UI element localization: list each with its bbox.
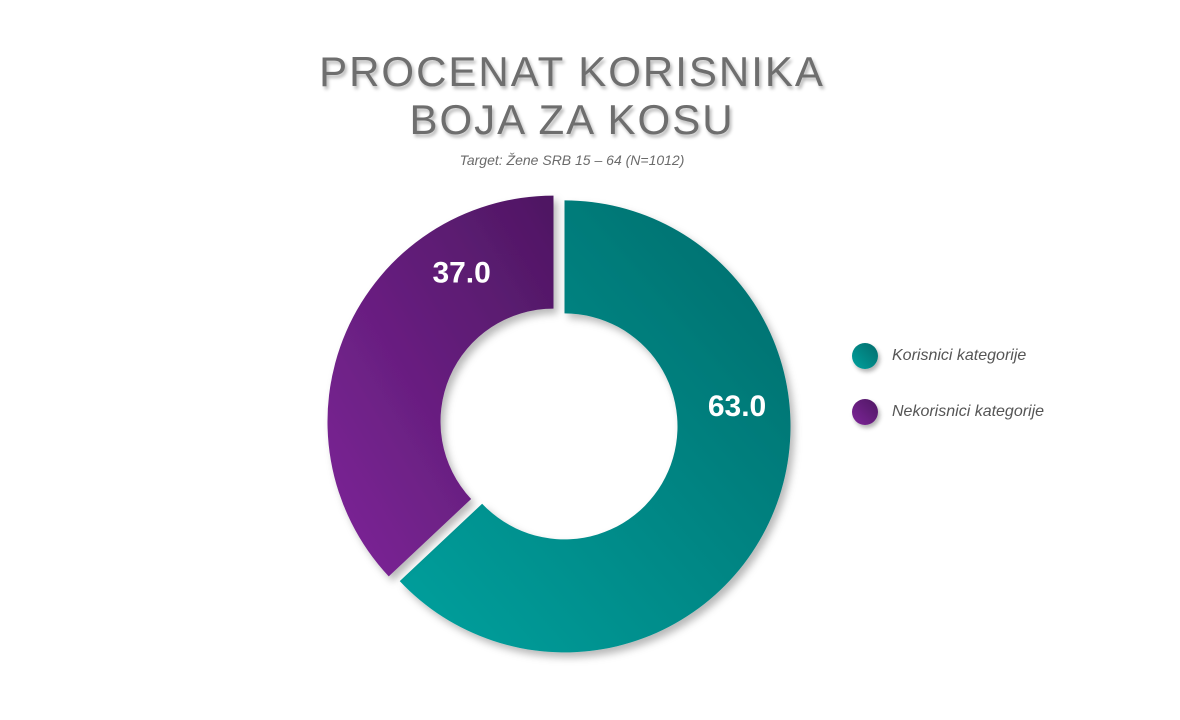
legend-label-nekorisnici: Nekorisnici kategorije bbox=[892, 403, 1045, 420]
legend-swatch-nekorisnici bbox=[852, 399, 878, 425]
donut-slice-nekorisnici bbox=[327, 195, 554, 577]
legend-swatch-korisnici bbox=[852, 343, 878, 369]
legend-item-korisnici: Korisnici kategorije bbox=[852, 340, 1044, 372]
chart-legend: Korisnici kategorije Nekorisnici kategor… bbox=[852, 340, 1044, 452]
legend-label-korisnici: Korisnici kategorije bbox=[892, 347, 1027, 364]
slice-value-label-nekorisnici: 37.0 bbox=[432, 256, 490, 289]
slice-value-label-korisnici: 63.0 bbox=[708, 390, 766, 423]
donut-slice-korisnici bbox=[399, 200, 791, 653]
chart-title-line-2: BOJA ZA KOSU bbox=[409, 96, 735, 143]
chart-title-block: PROCENAT KORISNIKA BOJA ZA KOSU Target: … bbox=[272, 48, 872, 168]
legend-item-nekorisnici: Nekorisnici kategorije bbox=[852, 396, 1044, 428]
chart-title-line-1: PROCENAT KORISNIKA bbox=[319, 48, 825, 95]
chart-subtitle: Target: Žene SRB 15 – 64 (N=1012) bbox=[459, 152, 685, 168]
